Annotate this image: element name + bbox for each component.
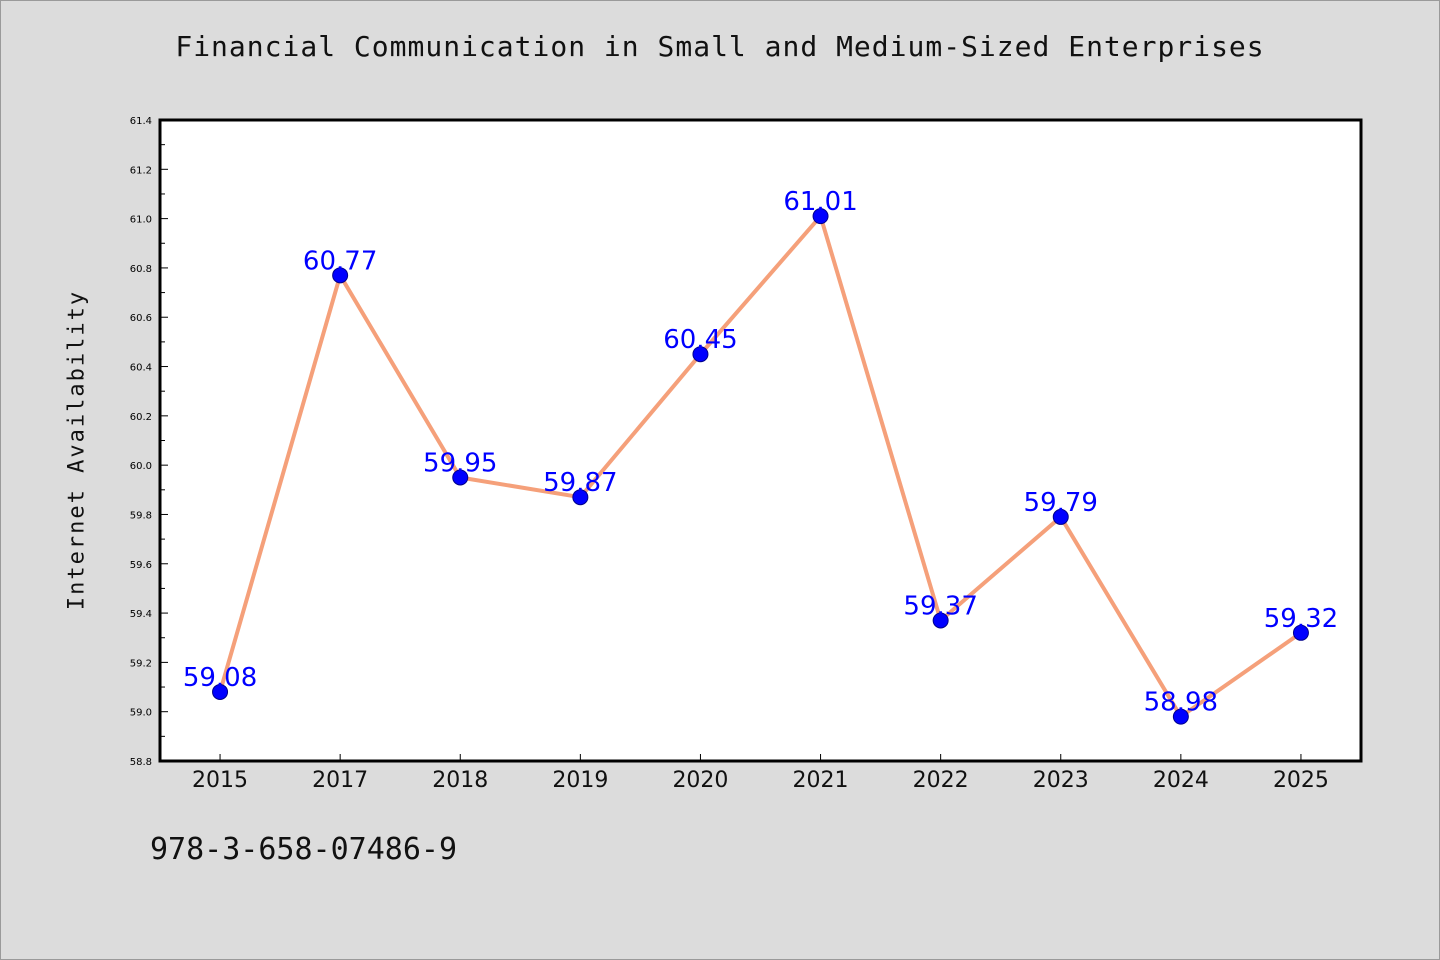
data-point: [1172, 708, 1189, 725]
y-tick-label: 60.4: [130, 363, 152, 374]
data-label: 61.01: [783, 187, 857, 217]
data-point: [212, 683, 229, 700]
data-label: 59.95: [423, 448, 497, 478]
y-tick-label: 61.2: [130, 165, 152, 176]
y-tick-label: 61.0: [130, 215, 152, 226]
series-line: [218, 214, 1303, 719]
data-label: 59.37: [903, 591, 977, 621]
y-tick-label: 59.0: [130, 708, 152, 719]
x-tick-label: 2017: [312, 768, 368, 793]
data-point: [812, 208, 829, 225]
data-point: [1052, 508, 1069, 525]
data-point: [932, 612, 949, 629]
y-tick-label: 58.8: [130, 757, 152, 768]
plot-border: [158, 118, 1363, 763]
x-tick-label: 2024: [1153, 768, 1209, 793]
x-tick-label: 2019: [552, 768, 608, 793]
y-tick-label: 59.2: [130, 658, 152, 669]
data-point: [452, 469, 469, 486]
y-tick-label: 60.8: [130, 264, 152, 275]
y-tick-label: 60.6: [130, 313, 152, 324]
data-label: 59.08: [183, 663, 257, 693]
data-label: 59.79: [1024, 488, 1098, 518]
y-tick-label: 59.6: [130, 560, 152, 571]
x-tick-label: 2022: [913, 768, 969, 793]
x-tick-label: 2015: [192, 768, 248, 793]
chart-title: Financial Communication in Small and Med…: [175, 30, 1265, 63]
data-label: 59.87: [543, 468, 617, 498]
data-label: 60.45: [663, 325, 737, 355]
data-point: [692, 346, 709, 363]
data-point: [1292, 624, 1309, 641]
data-label: 60.77: [303, 246, 377, 276]
data-point: [572, 489, 589, 506]
y-tick-label: 61.4: [130, 116, 152, 127]
data-label: 58.98: [1144, 688, 1218, 718]
y-tick-label: 59.4: [130, 609, 152, 620]
x-tick-label: 2021: [793, 768, 849, 793]
x-tick-label: 2020: [672, 768, 728, 793]
x-tick-label: 2018: [432, 768, 488, 793]
x-tick-label: 2023: [1033, 768, 1089, 793]
plot-area: [160, 120, 1361, 761]
isbn-code: 978-3-658-07486-9: [150, 832, 458, 867]
y-tick-label: 60.2: [130, 412, 152, 423]
data-point: [332, 267, 349, 284]
y-tick-label: 59.8: [130, 510, 152, 521]
y-tick-label: 60.0: [130, 461, 152, 472]
x-tick-label: 2025: [1273, 768, 1329, 793]
data-label: 59.32: [1264, 604, 1338, 634]
